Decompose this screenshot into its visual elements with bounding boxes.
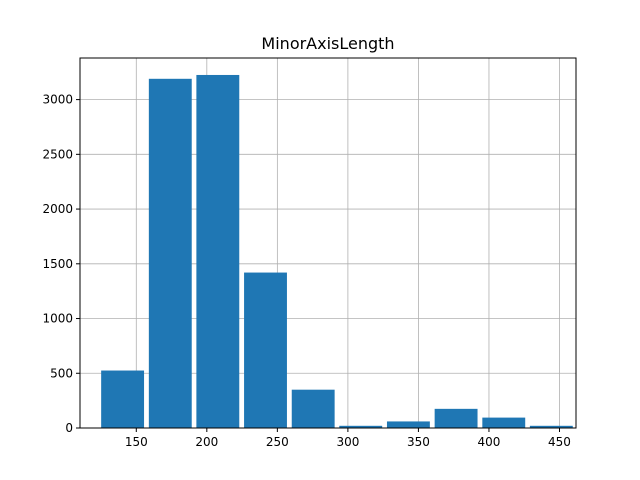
histogram-bar [386,421,430,428]
x-tick-label: 200 [195,435,218,449]
x-tick-label: 300 [336,435,359,449]
histogram-bar [196,74,240,428]
x-tick-label: 400 [478,435,501,449]
histogram-bar [101,370,145,428]
histogram-bar [244,272,287,428]
x-tick-labels: 150 200 250 300 350 400 450 [125,435,571,449]
axis-ticks [76,99,560,432]
x-tick-label: 450 [548,435,571,449]
x-tick-label: 250 [266,435,289,449]
histogram-bar [339,425,383,428]
y-tick-label: 500 [50,366,73,380]
y-tick-label: 2500 [42,147,73,161]
histogram-bar [291,389,335,428]
x-tick-label: 350 [407,435,430,449]
x-tick-label: 150 [125,435,148,449]
y-tick-label: 2000 [42,202,73,216]
plot-frame [79,57,577,429]
y-tick-label: 1500 [42,257,73,271]
histogram-bar [434,408,478,428]
histogram-bar [482,417,526,428]
y-tick-labels: 0 500 1000 1500 2000 2500 3000 [42,93,73,435]
histogram-bar [148,78,192,428]
histogram-bar [529,425,573,428]
histogram-bars [101,74,573,428]
y-tick-label: 3000 [42,93,73,107]
y-tick-label: 0 [65,421,73,435]
y-tick-label: 1000 [42,312,73,326]
chart-title: MinorAxisLength [261,34,394,53]
